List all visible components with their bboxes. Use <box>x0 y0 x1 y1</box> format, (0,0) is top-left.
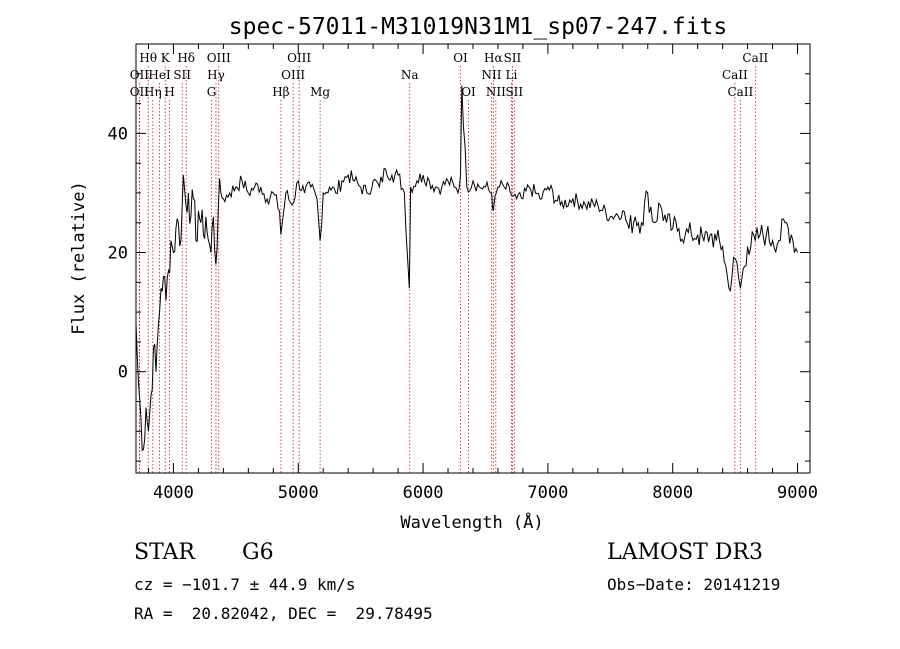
line-label-10: Hγ <box>207 68 225 82</box>
line-label-23: Li <box>506 68 518 82</box>
line-label-22: SII <box>504 51 522 65</box>
x-tick-label-8000: 8000 <box>652 483 693 503</box>
redshift-velocity: cz = −101.7 ± 44.9 km/s <box>134 575 356 594</box>
x-tick-label-6000: 6000 <box>403 483 444 503</box>
line-label-2: OII <box>130 85 150 99</box>
x-tick-label-4000: 4000 <box>153 483 194 503</box>
line-label-16: Na <box>401 68 419 82</box>
plot-frame <box>135 43 811 474</box>
x-axis-ticks: 4000 5000 6000 7000 8000 9000 <box>147 44 818 503</box>
line-label-3: Hη <box>144 85 162 99</box>
line-label-14: OIII <box>287 51 311 65</box>
line-label-15: Mg <box>310 85 330 99</box>
line-label-13: OIII <box>281 68 305 82</box>
line-label-0: Hθ <box>139 51 157 65</box>
y-axis-label: Flux (relative) <box>69 181 89 335</box>
line-markers <box>138 66 756 473</box>
line-label-6: H <box>164 85 174 99</box>
x-axis-label: Wavelength (Å) <box>400 511 543 533</box>
line-label-25: CaII <box>742 51 768 65</box>
line-label-19: Hα <box>484 51 503 65</box>
y-axis-ticks: 0 20 40 <box>108 43 810 462</box>
line-label-4: HeI <box>148 68 171 82</box>
line-label-24: SII <box>505 85 523 99</box>
line-label-21: NII <box>486 85 506 99</box>
line-label-17: OI <box>453 51 468 65</box>
x-tick-label-9000: 9000 <box>777 483 818 503</box>
x-tick-label-5000: 5000 <box>278 483 319 503</box>
coordinates: RA = 20.82042, DEC = 29.78495 <box>134 604 433 623</box>
line-label-12: Hβ <box>272 85 289 99</box>
line-label-5: K <box>161 51 171 65</box>
line-label-20: NII <box>481 68 501 82</box>
y-tick-label-0: 0 <box>118 363 128 383</box>
spectrum-line <box>135 85 798 452</box>
line-label-11: G <box>207 85 217 99</box>
observation-date: Obs−Date: 20141219 <box>607 575 781 594</box>
line-label-27: CaII <box>727 85 753 99</box>
survey-name: LAMOST DR3 <box>607 540 763 565</box>
x-tick-label-7000: 7000 <box>527 483 568 503</box>
y-tick-label-40: 40 <box>108 124 128 144</box>
object-class: STAR <box>134 540 195 565</box>
line-label-1: OII <box>130 68 150 82</box>
line-label-18: OI <box>461 85 476 99</box>
y-tick-label-20: 20 <box>108 244 128 264</box>
line-label-26: CaII <box>722 68 748 82</box>
line-label-7: SII <box>173 68 191 82</box>
object-subclass: G6 <box>242 540 274 565</box>
line-label-8: Hδ <box>177 51 195 65</box>
line-label-9: OIII <box>207 51 231 65</box>
chart-title: spec-57011-M31019N31M1_sp07-247.fits <box>229 14 728 40</box>
